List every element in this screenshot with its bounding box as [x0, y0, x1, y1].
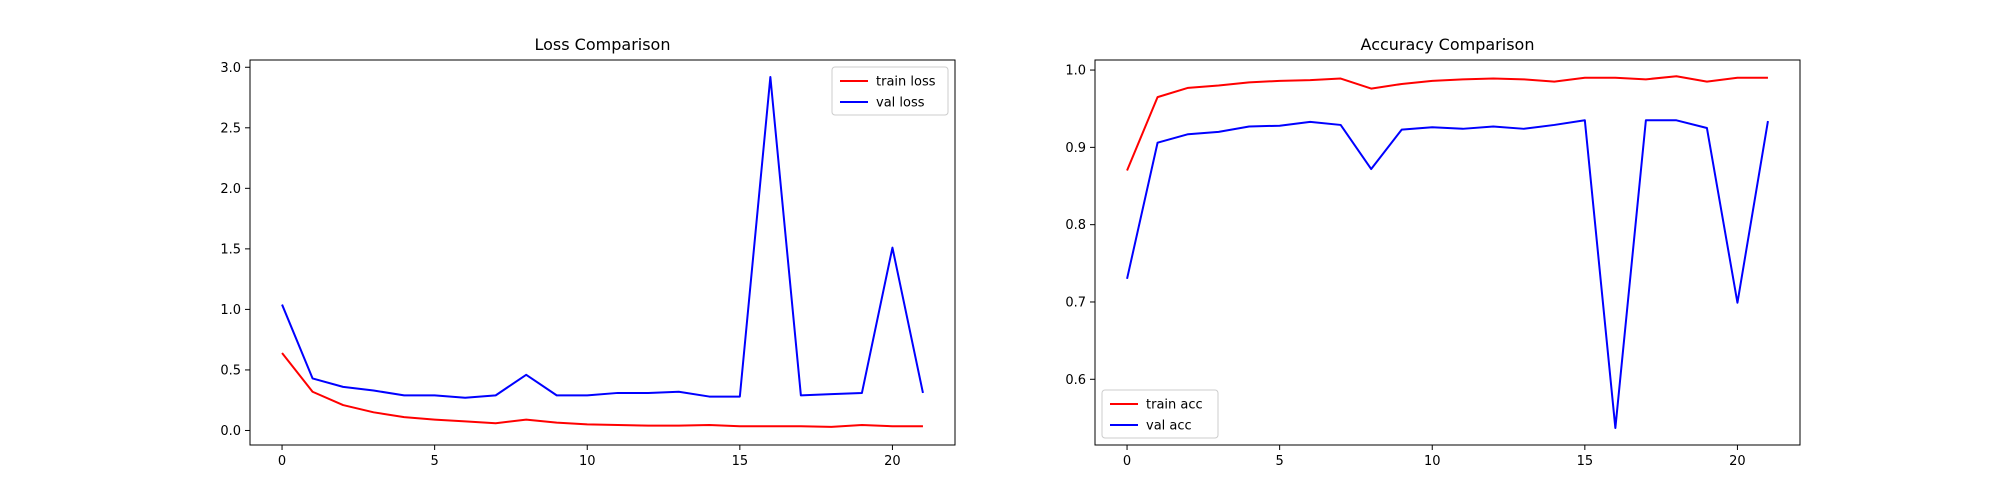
accuracy-x-tick-label: 5: [1276, 454, 1284, 469]
accuracy-y-tick-label: 0.9: [1065, 141, 1086, 156]
loss-y-tick-label: 2.0: [220, 182, 241, 197]
loss-legend-label-val-loss: val loss: [876, 96, 925, 111]
loss-y-tick-label: 0.5: [220, 363, 241, 378]
loss-y-tick-label: 3.0: [220, 61, 241, 76]
accuracy-x-tick-label: 20: [1729, 454, 1746, 469]
loss-x-tick-label: 5: [431, 454, 439, 469]
accuracy-x-tick-label: 15: [1577, 454, 1594, 469]
loss-y-tick-label: 1.5: [220, 242, 241, 257]
loss-series-val-loss-line: [281, 75, 924, 399]
accuracy-chart: Accuracy Comparison 0 5 10 15 20 0.6 0.7 0.8 0.9 1…: [1065, 35, 1801, 469]
accuracy-y-tick-label: 0.8: [1065, 218, 1086, 233]
accuracy-y-tick-label: 0.6: [1065, 373, 1086, 388]
loss-legend: train loss val loss: [831, 66, 949, 116]
accuracy-y-tick-label: 1.0: [1065, 64, 1086, 79]
accuracy-legend-label-val-acc: val acc: [1146, 419, 1192, 434]
loss-x-tick-label: 20: [884, 454, 901, 469]
accuracy-plot-area: [1094, 59, 1801, 446]
loss-y-tick-label: 1.0: [220, 303, 241, 318]
accuracy-x-tick-label: 10: [1424, 454, 1441, 469]
loss-series-train-loss-line: [281, 352, 923, 428]
loss-x-tick-label: 0: [278, 454, 286, 469]
loss-chart-title: Loss Comparison: [535, 35, 671, 54]
loss-y-tick-label: 0.0: [220, 424, 241, 439]
accuracy-legend-label-train-acc: train acc: [1146, 398, 1203, 413]
accuracy-y-tick-label: 0.7: [1065, 295, 1086, 310]
loss-y-tick-label: 2.5: [220, 121, 241, 136]
loss-x-tick-label: 15: [732, 454, 749, 469]
accuracy-x-tick-label: 0: [1123, 454, 1131, 469]
loss-chart: Loss Comparison 0 5 10 15 20 0.0 0.5 1.0 1.5 2.0 2.…: [220, 35, 956, 469]
accuracy-series-val-acc-line: [1126, 119, 1769, 429]
loss-x-tick-label: 10: [579, 454, 596, 469]
accuracy-series-train-acc-line: [1126, 75, 1768, 171]
accuracy-chart-title: Accuracy Comparison: [1361, 35, 1535, 54]
loss-legend-label-train-loss: train loss: [876, 75, 936, 90]
accuracy-legend: train acc val acc: [1101, 389, 1219, 439]
loss-plot-area: [249, 59, 956, 446]
